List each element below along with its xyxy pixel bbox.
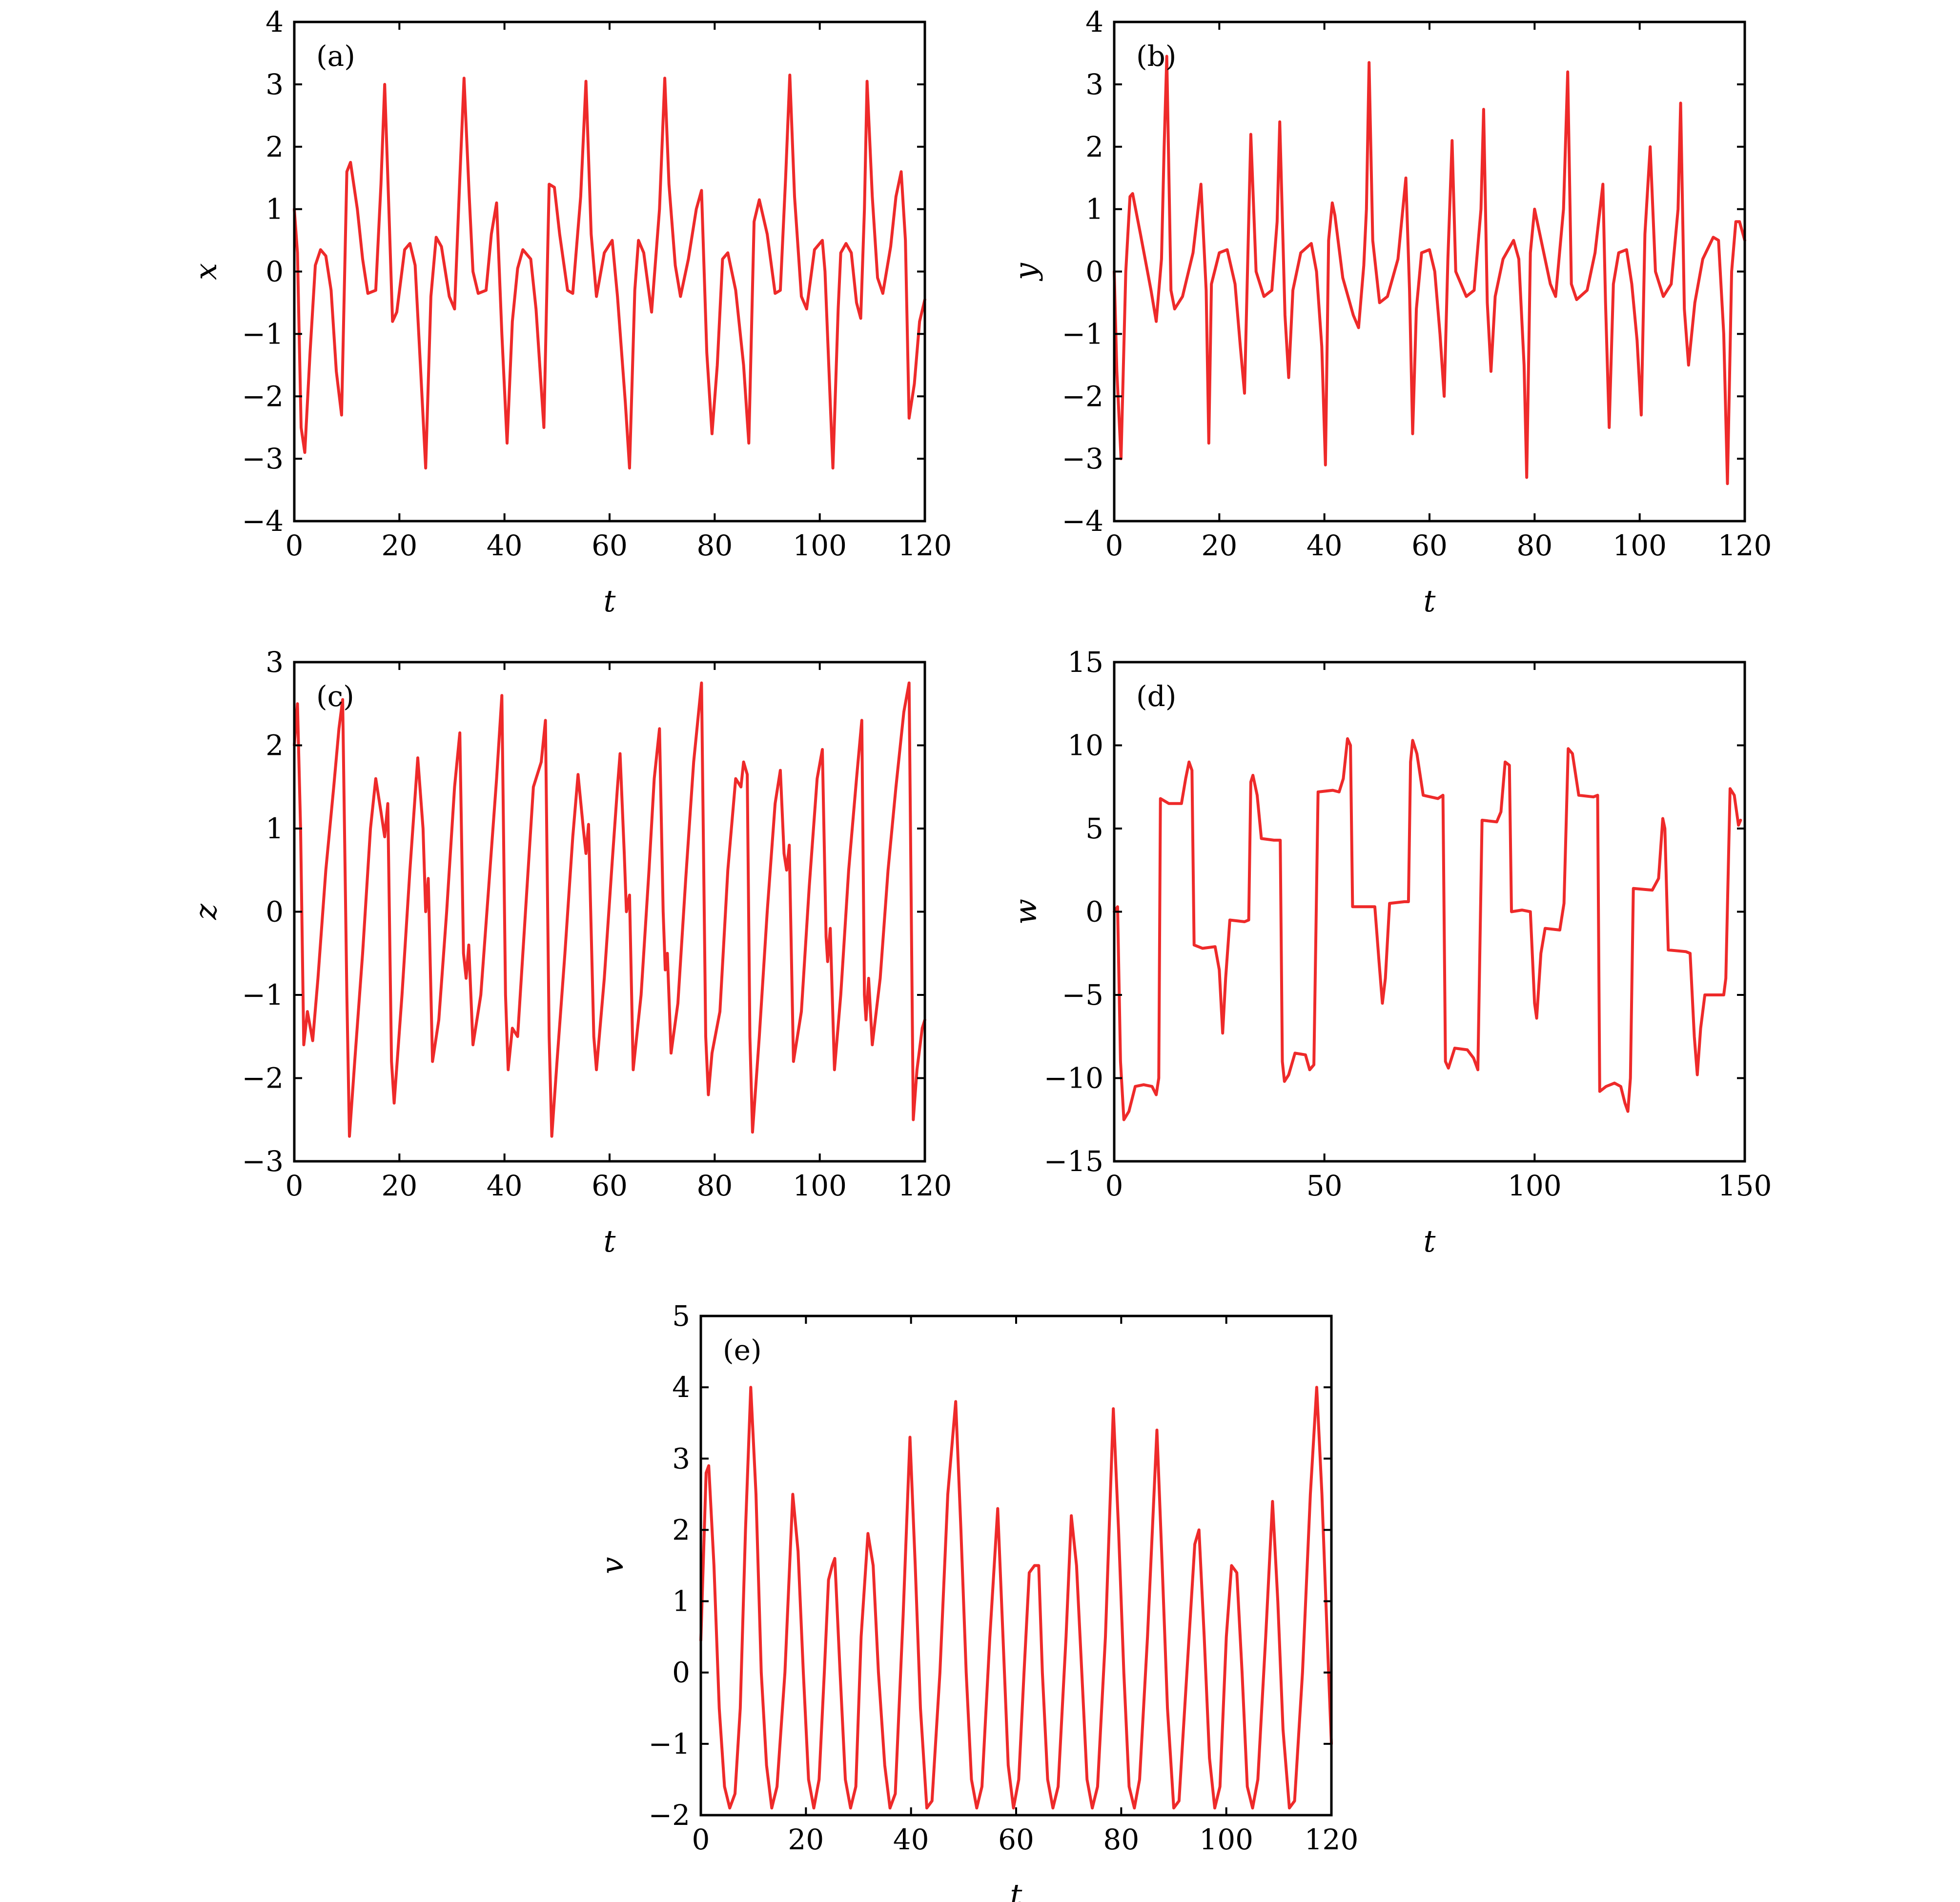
y-tick-label-c: 1 [265, 812, 284, 845]
chart-panel-a: 0 20 40 60 80 100 120 −4 −3 −2 −1 0 1 2 3 4 t x (a) [188, 5, 952, 619]
x-tick-label-c: 80 [696, 1169, 733, 1202]
y-tick-label-a: 0 [265, 255, 284, 288]
y-tick-label-d: 15 [1067, 646, 1103, 679]
x-tick-label-e: 120 [1305, 1823, 1359, 1856]
y-tick-label-c: 3 [265, 646, 284, 679]
y-tick-label-c: 0 [265, 895, 284, 929]
y-tick-label-a: −2 [242, 380, 284, 413]
y-tick-label-e: −1 [649, 1727, 691, 1760]
x-tick-label-e: 40 [893, 1823, 929, 1856]
series-line-b [1113, 55, 1746, 486]
chart-panel-b: 0 20 40 60 80 100 120 −4 −3 −2 −1 0 1 2 3 4 t y (b) [1008, 5, 1772, 619]
y-tick-label-c: −1 [242, 978, 284, 1012]
x-tick-label-c: 60 [592, 1169, 628, 1202]
x-tick-label-c: 120 [898, 1169, 952, 1202]
x-tick-label-c: 20 [381, 1169, 417, 1202]
x-axis-label-e: t [1010, 1877, 1022, 1902]
x-axis-label-a: t [604, 583, 616, 619]
x-tick-label-e: 100 [1199, 1823, 1253, 1856]
panel-label-c: (c) [316, 680, 354, 713]
x-tick-label-d: 50 [1307, 1169, 1343, 1202]
chart-panel-d: 0 50 100 150 −15 −10 −5 0 5 10 15 t w (d) [1008, 646, 1772, 1259]
x-tick-label-b: 20 [1201, 529, 1237, 562]
x-tick-label-b: 0 [1105, 529, 1123, 562]
x-tick-label-a: 0 [286, 529, 304, 562]
chart-panel-c: 0 20 40 60 80 100 120 −3 −2 −1 0 1 2 3 t z (c) [188, 646, 952, 1259]
x-tick-label-a: 20 [381, 529, 417, 562]
y-tick-label-b: −3 [1062, 442, 1104, 475]
panel-label-e: (e) [723, 1334, 762, 1367]
x-tick-label-a: 80 [696, 529, 733, 562]
series-line-e [699, 1386, 1333, 1810]
y-tick-label-b: 2 [1085, 130, 1103, 163]
y-tick-label-d: 5 [1085, 812, 1103, 845]
y-tick-label-b: 3 [1085, 68, 1103, 101]
y-tick-label-b: −1 [1062, 317, 1104, 350]
y-tick-label-e: 2 [672, 1513, 690, 1546]
series-line-a [293, 73, 926, 470]
y-axis-label-d: w [1008, 899, 1043, 925]
x-tick-label-a: 100 [793, 529, 847, 562]
y-tick-label-c: −2 [242, 1062, 284, 1095]
x-tick-label-b: 100 [1613, 529, 1667, 562]
y-tick-label-d: −5 [1062, 978, 1104, 1012]
x-tick-label-e: 0 [692, 1823, 710, 1856]
chart-panel-e: 0 20 40 60 80 100 120 −2 −1 0 1 2 3 4 5 t v (e) [594, 1299, 1358, 1902]
panel-label-d: (d) [1136, 680, 1176, 713]
y-tick-label-a: −4 [242, 505, 284, 538]
y-axis-label-e: v [594, 1557, 630, 1574]
y-axis-label-c: z [188, 904, 224, 920]
y-tick-label-a: 3 [265, 68, 284, 101]
x-tick-label-d: 100 [1508, 1169, 1562, 1202]
x-tick-label-d: 150 [1718, 1169, 1772, 1202]
series-line-c [293, 681, 926, 1138]
x-tick-label-c: 40 [487, 1169, 523, 1202]
y-axis-label-a: x [188, 263, 224, 280]
y-tick-label-a: 2 [265, 130, 284, 163]
x-tick-label-e: 60 [998, 1823, 1034, 1856]
x-tick-label-b: 80 [1516, 529, 1552, 562]
y-tick-label-d: 0 [1085, 895, 1103, 929]
y-tick-label-a: −3 [242, 442, 284, 475]
y-tick-label-b: 1 [1085, 193, 1103, 226]
panel-label-a: (a) [316, 40, 355, 73]
y-tick-label-c: −3 [242, 1145, 284, 1178]
y-tick-label-b: 0 [1085, 255, 1103, 288]
y-tick-label-e: −2 [649, 1799, 691, 1832]
y-tick-label-e: 3 [672, 1442, 690, 1475]
x-axis-label-c: t [604, 1223, 616, 1259]
y-tick-label-d: −10 [1044, 1062, 1103, 1095]
y-tick-label-a: 1 [265, 193, 284, 226]
x-tick-label-b: 120 [1718, 529, 1772, 562]
x-axis-label-b: t [1424, 583, 1436, 619]
y-tick-label-b: −2 [1062, 380, 1104, 413]
x-tick-label-b: 60 [1411, 529, 1448, 562]
x-tick-label-c: 100 [793, 1169, 847, 1202]
x-tick-label-a: 60 [592, 529, 628, 562]
y-tick-label-a: −1 [242, 317, 284, 350]
x-tick-label-e: 20 [788, 1823, 824, 1856]
y-tick-label-e: 0 [672, 1656, 690, 1689]
y-tick-label-e: 1 [672, 1585, 690, 1618]
y-tick-label-d: 10 [1067, 729, 1103, 762]
y-axis-label-b: y [1008, 263, 1043, 282]
x-tick-label-a: 40 [487, 529, 523, 562]
x-tick-label-b: 40 [1307, 529, 1343, 562]
x-tick-label-a: 120 [898, 529, 952, 562]
series-line-d [1113, 737, 1742, 1121]
y-tick-label-e: 5 [672, 1299, 690, 1333]
x-axis-label-d: t [1424, 1223, 1436, 1259]
y-tick-label-b: 4 [1085, 5, 1103, 39]
y-tick-label-d: −15 [1044, 1145, 1103, 1178]
y-tick-label-c: 2 [265, 729, 284, 762]
y-tick-label-a: 4 [265, 5, 284, 39]
x-tick-label-e: 80 [1103, 1823, 1139, 1856]
x-tick-label-d: 0 [1105, 1169, 1123, 1202]
y-tick-label-b: −4 [1062, 505, 1104, 538]
x-tick-label-c: 0 [286, 1169, 304, 1202]
panel-label-b: (b) [1136, 40, 1176, 73]
y-tick-label-e: 4 [672, 1371, 690, 1404]
